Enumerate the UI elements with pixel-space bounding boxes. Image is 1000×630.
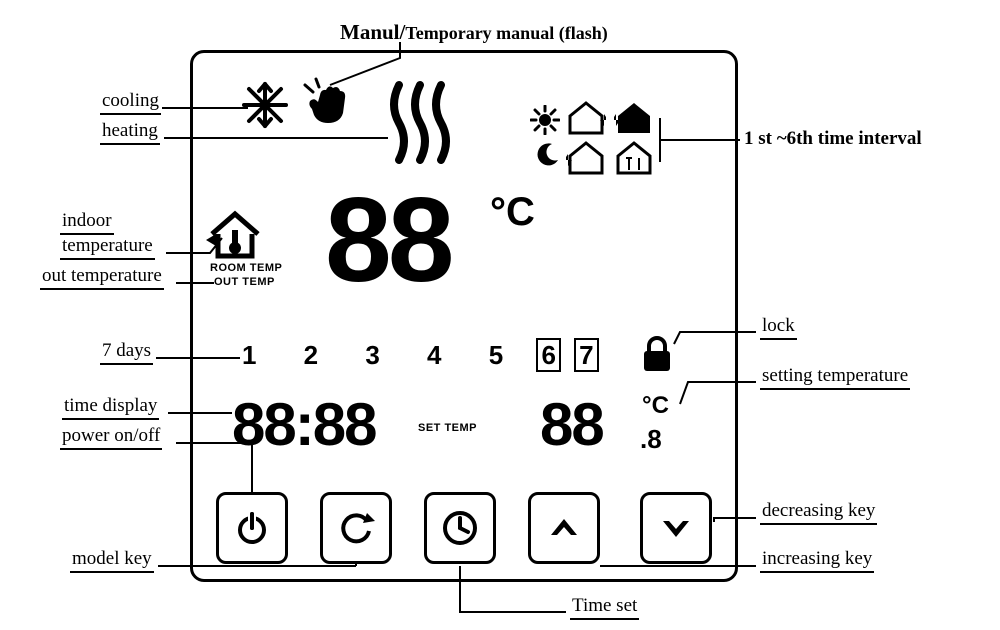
- lead-lines: [0, 0, 1000, 630]
- diagram-stage: Manul/Temporary manual (flash): [0, 0, 1000, 630]
